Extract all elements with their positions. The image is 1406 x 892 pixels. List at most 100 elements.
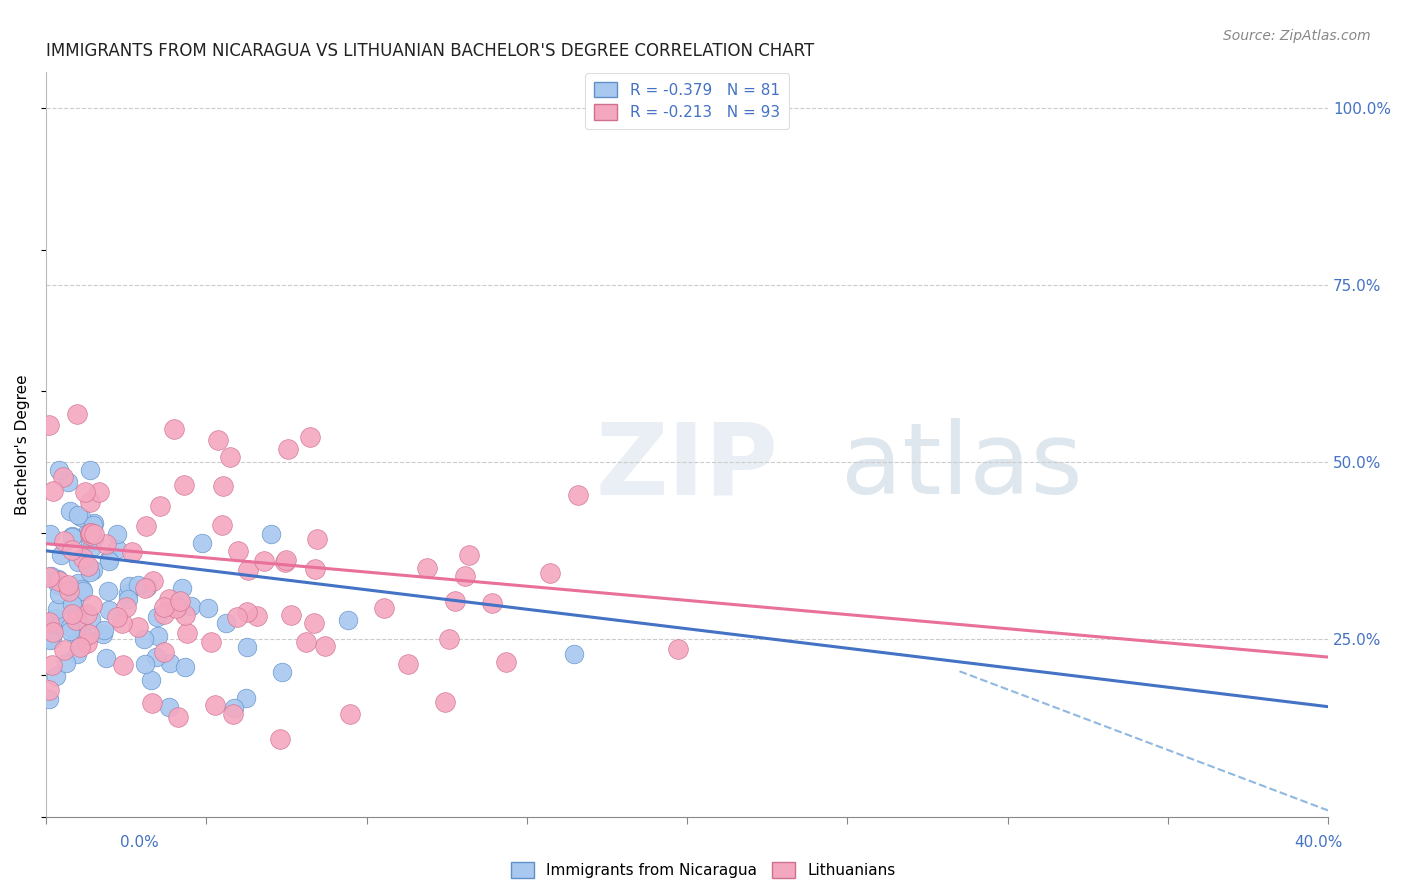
Point [38, 615, 60, 630]
Point [304, 616, 326, 631]
Point [98, 554, 121, 568]
Point [42, 615, 65, 630]
Point [76, 607, 98, 622]
Point [134, 657, 156, 671]
Point [79, 525, 101, 540]
Point [65, 613, 87, 627]
Point [67, 508, 90, 522]
Point [93, 623, 115, 637]
Point [87, 485, 110, 500]
Point [166, 709, 188, 723]
Point [162, 422, 184, 436]
Point [77, 626, 100, 640]
Point [564, 648, 586, 662]
Point [204, 698, 226, 712]
Point [41, 625, 63, 640]
Point [141, 696, 163, 710]
Point [58, 584, 80, 599]
Point [153, 607, 176, 621]
Text: 0.0%: 0.0% [120, 836, 159, 850]
Text: IMMIGRANTS FROM NICARAGUA VS LITHUANIAN BACHELOR'S DEGREE CORRELATION CHART: IMMIGRANTS FROM NICARAGUA VS LITHUANIAN … [46, 42, 814, 60]
Point [62, 592, 84, 607]
Point [495, 655, 517, 669]
Point [170, 582, 193, 596]
Point [42, 483, 65, 498]
Point [65, 627, 87, 641]
Text: Source: ZipAtlas.com: Source: ZipAtlas.com [1223, 29, 1371, 43]
Point [83, 516, 105, 530]
Point [112, 657, 135, 672]
Point [76, 559, 98, 574]
Point [91, 627, 114, 641]
Point [246, 609, 269, 624]
Point [38, 683, 60, 698]
Point [454, 569, 477, 583]
Point [236, 640, 259, 654]
Point [173, 659, 195, 673]
Point [56, 578, 79, 592]
Point [82, 518, 104, 533]
Point [39, 526, 62, 541]
Point [197, 601, 219, 615]
Point [66, 555, 89, 569]
Point [115, 599, 138, 614]
Legend: R = -0.379   N = 81, R = -0.213   N = 93: R = -0.379 N = 81, R = -0.213 N = 93 [585, 72, 789, 129]
Point [56, 475, 79, 489]
Point [339, 706, 361, 721]
Point [41, 658, 63, 673]
Point [434, 696, 457, 710]
Point [80, 612, 103, 626]
Point [224, 701, 246, 715]
Point [228, 544, 250, 558]
Point [269, 732, 291, 747]
Point [46, 572, 69, 586]
Point [65, 609, 87, 624]
Point [79, 565, 101, 579]
Point [180, 599, 202, 613]
Point [52, 642, 75, 657]
Point [235, 691, 257, 706]
Point [60, 597, 83, 611]
Point [298, 430, 321, 444]
Point [79, 525, 101, 540]
Point [69, 640, 91, 655]
Point [97, 602, 120, 616]
Point [207, 433, 229, 447]
Point [167, 599, 190, 614]
Point [444, 593, 467, 607]
Point [82, 563, 104, 577]
Point [146, 609, 169, 624]
Point [51, 548, 73, 562]
Point [439, 632, 461, 647]
Point [121, 545, 143, 559]
Point [94, 537, 117, 551]
Point [416, 560, 439, 574]
Point [79, 463, 101, 477]
Point [314, 640, 336, 654]
Point [66, 576, 89, 591]
Point [304, 561, 326, 575]
Point [142, 574, 165, 589]
Point [72, 582, 94, 596]
Point [567, 488, 589, 502]
Point [127, 578, 149, 592]
Text: 40.0%: 40.0% [1295, 836, 1343, 850]
Point [63, 589, 86, 603]
Point [117, 592, 139, 607]
Point [48, 574, 70, 588]
Point [253, 554, 276, 568]
Point [66, 408, 89, 422]
Point [135, 519, 157, 533]
Point [60, 607, 83, 622]
Point [46, 578, 69, 592]
Point [236, 605, 259, 619]
Point [105, 609, 128, 624]
Point [73, 630, 96, 644]
Point [60, 542, 83, 557]
Point [277, 442, 299, 457]
Point [152, 600, 174, 615]
Point [173, 607, 195, 622]
Point [148, 629, 170, 643]
Point [260, 527, 283, 541]
Point [59, 504, 82, 518]
